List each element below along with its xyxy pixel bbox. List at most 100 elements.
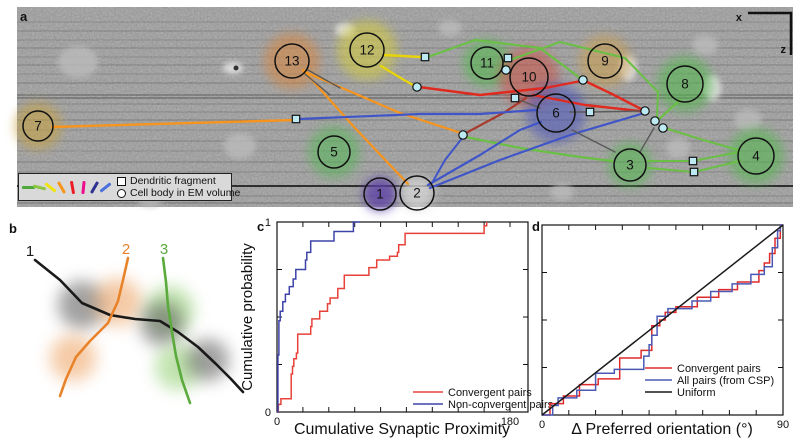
connection-line: [382, 53, 423, 59]
cell-8: 8: [666, 65, 704, 103]
cell-number: 1: [376, 187, 384, 202]
connection-line: [426, 120, 543, 187]
axon-label-1: 1: [26, 243, 34, 260]
em-legend: Dendritic fragment Cell body in EM volum…: [18, 173, 240, 201]
cell-9: 9: [587, 43, 623, 79]
cell-circle: [470, 46, 504, 80]
cell-13: 13: [274, 43, 310, 79]
c-y-axis-title: Cumulative probability: [239, 243, 256, 391]
cell-circle: [274, 43, 310, 79]
connection-line: [297, 108, 538, 121]
axon-label-3: 3: [160, 241, 168, 258]
cell-blob-6: [526, 83, 586, 143]
cell-number: 4: [752, 149, 760, 164]
cell-number: 9: [601, 54, 609, 69]
legend-label: Convergent pairs: [677, 363, 761, 375]
x-tick-label: 0: [539, 419, 545, 431]
orientation-dash: [22, 185, 35, 189]
legend-label: Convergent pairs: [448, 387, 532, 399]
connection-line: [656, 98, 682, 122]
legend-row-dendritic-fragment: Dendritic fragment: [117, 175, 240, 187]
orientation-dash: [99, 181, 112, 193]
axes-box: [276, 221, 529, 413]
cell-circle: [363, 177, 397, 211]
cell-10: 10: [509, 57, 549, 97]
cell-blob-5: [308, 126, 360, 178]
dendritic-fragment-marker: [420, 52, 430, 62]
panel-a-label: a: [20, 9, 28, 24]
cell-12: 12: [349, 32, 385, 68]
connection-line: [591, 110, 641, 113]
dendritic-fragment-marker: [585, 107, 595, 117]
orientation-dash: [89, 180, 100, 194]
cell-5: 5: [317, 135, 351, 169]
cell-number: 5: [330, 145, 338, 160]
em-soma-feature: [224, 133, 256, 159]
connection-line: [304, 73, 331, 96]
cell-circle: [737, 137, 775, 175]
connection-line: [301, 68, 410, 186]
dendritic-fragment-label: Dendritic fragment: [130, 175, 216, 187]
series-convergent-pairs: [542, 224, 783, 416]
connection-line: [663, 126, 740, 152]
connection-line: [531, 93, 642, 113]
orientation-dash: [44, 181, 57, 193]
panel-d-label: d: [532, 219, 540, 234]
cell-blob-8: [657, 56, 713, 112]
z-axis-label: z: [781, 44, 787, 56]
y-tick-label: 1: [265, 217, 271, 229]
panel-b-label: b: [9, 221, 17, 236]
em-soma-feature: [666, 138, 690, 158]
axon-curve-2: [58, 256, 130, 398]
cell-body-marker: [650, 116, 660, 126]
d-x-axis-title: Δ Preferred orientation (°): [571, 421, 753, 438]
series-all-pairs-from-csp-: [542, 224, 783, 416]
cell-body-marker: [640, 106, 650, 116]
em-soma-feature: [58, 46, 98, 78]
legend-label: Uniform: [677, 387, 716, 399]
dendritic-fragment-marker: [503, 53, 513, 63]
series-uniform: [541, 224, 784, 416]
cell-circle: [666, 65, 704, 103]
cell-2: 2: [399, 175, 435, 211]
connection-line: [464, 135, 614, 163]
cell-6: 6: [536, 93, 576, 133]
connection-line: [50, 118, 298, 129]
cell-blob-11: [463, 39, 511, 87]
em-soma-feature: [438, 20, 462, 36]
cell-number: 3: [626, 158, 634, 173]
cell-circle: [587, 43, 623, 79]
x-tick-label: 90: [777, 419, 789, 431]
cell-body-marker: [578, 75, 588, 85]
connection-line: [428, 112, 643, 190]
orientation-dash: [69, 180, 76, 194]
axon-number-labels: 1 2 3: [26, 241, 168, 260]
dendritic-fragment-symbol: [117, 176, 126, 186]
x-tick-label: 0: [274, 416, 280, 428]
cell-number: 13: [284, 54, 299, 69]
c-x-axis-title: Cumulative Synaptic Proximity: [294, 421, 510, 438]
orientation-dash: [81, 180, 86, 194]
y-tick-label: 0: [265, 407, 271, 419]
cell-number: 6: [552, 106, 560, 121]
cell-number: 8: [681, 77, 689, 92]
em-soma-feature: [550, 184, 574, 200]
cell-blob-1: [363, 177, 397, 211]
cell-circle: [317, 135, 351, 169]
connection-line: [426, 38, 582, 80]
connection-line: [571, 129, 616, 153]
axon-curves: [33, 256, 245, 405]
scale-corner: x z: [736, 11, 793, 56]
cell-body-symbol: [117, 188, 126, 198]
cell-circle: [349, 32, 385, 68]
em-soma-feature: [734, 109, 762, 131]
em-soma-feature: [692, 35, 718, 55]
cell-body-marker: [412, 82, 422, 92]
